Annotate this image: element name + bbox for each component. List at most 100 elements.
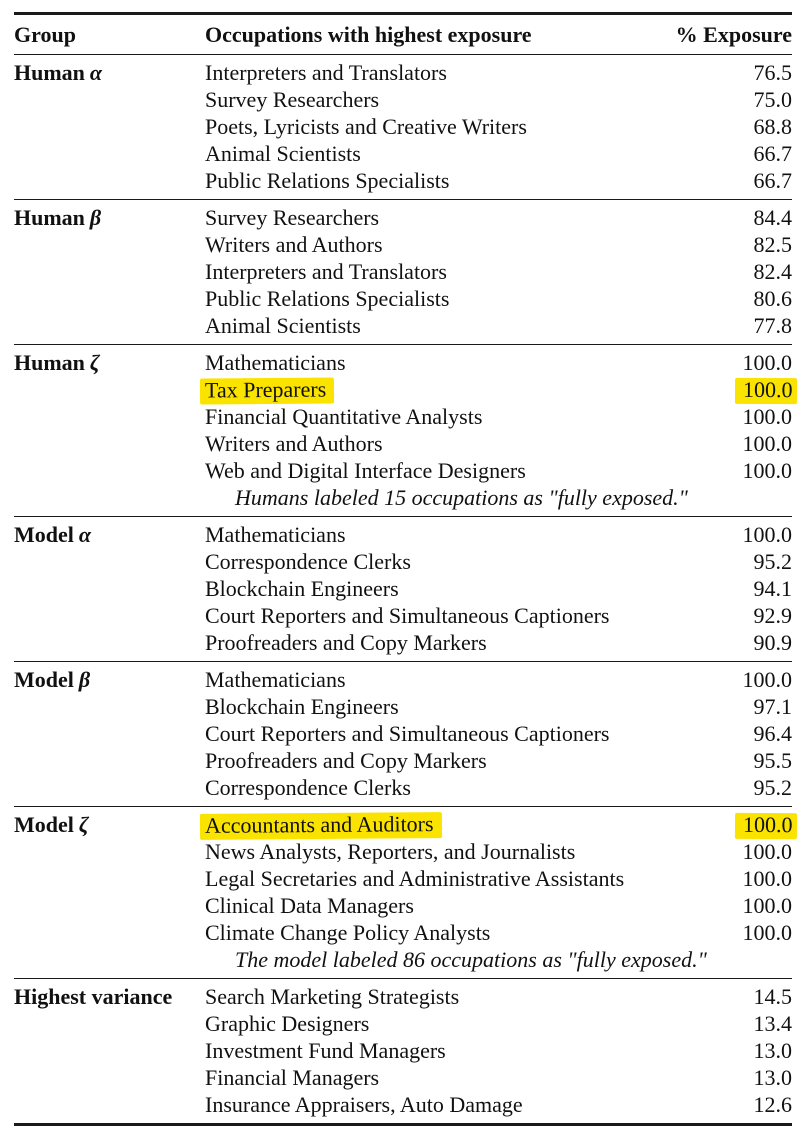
exposure-cell: 100.0 (742, 404, 793, 429)
exposure-cell: 14.5 (753, 984, 793, 1009)
occupation-cell: Correspondence Clerks (205, 549, 411, 574)
greek-symbol: ζ (78, 812, 89, 837)
exposure-cell: 13.0 (753, 1065, 793, 1090)
table-row: Proofreaders and Copy Markers 90.9 (14, 630, 792, 662)
exposure-cell: 100.0 (742, 920, 793, 945)
highlight-marker: 100.0 (734, 377, 797, 405)
highlight-marker: Tax Preparers (199, 377, 335, 405)
exposure-cell: 13.4 (753, 1011, 793, 1036)
exposure-cell: 13.0 (753, 1038, 793, 1063)
occupation-cell: Court Reporters and Simultaneous Caption… (205, 721, 610, 746)
exposure-cell: 77.8 (753, 313, 793, 338)
group-section-highest-variance: Highest variance Search Marketing Strate… (14, 978, 793, 1125)
table-row: Tax Preparers 100.0 (14, 377, 797, 405)
occupation-cell: News Analysts, Reporters, and Journalist… (205, 839, 576, 864)
occupation-cell: Writers and Authors (205, 431, 383, 456)
occupation-cell: Search Marketing Strategists (205, 984, 460, 1009)
table-row: Clinical Data Managers 100.0 (14, 893, 792, 920)
table-row: Public Relations Specialists 80.6 (14, 286, 792, 313)
occupation-cell: Mathematicians (205, 350, 346, 375)
exposure-cell: 12.6 (753, 1092, 793, 1117)
table-row: Blockchain Engineers 97.1 (14, 694, 792, 721)
exposure-cell: 100.0 (742, 866, 793, 891)
exposure-cell: 80.6 (753, 286, 793, 311)
occupation-cell: Financial Quantitative Analysts (205, 404, 483, 429)
group-label: Model β (14, 667, 91, 692)
column-header-occupation: Occupations with highest exposure (205, 13, 662, 55)
occupation-cell: Interpreters and Translators (205, 60, 447, 85)
occupation-cell: Financial Managers (205, 1065, 380, 1090)
table-row: News Analysts, Reporters, and Journalist… (14, 839, 792, 866)
occupation-cell: Clinical Data Managers (205, 893, 414, 918)
greek-symbol: α (89, 60, 103, 85)
exposure-cell: 84.4 (753, 205, 793, 230)
table-row: Writers and Authors 100.0 (14, 431, 792, 458)
group-note: The model labeled 86 occupations as "ful… (235, 947, 707, 972)
table-header: Group Occupations with highest exposure … (14, 13, 792, 55)
exposure-cell: 100.0 (742, 522, 793, 547)
table-row: Model β Mathematicians 100.0 (14, 662, 792, 694)
occupation-cell: Survey Researchers (205, 205, 380, 230)
occupation-cell: Animal Scientists (205, 313, 361, 338)
occupation-cell: Public Relations Specialists (205, 286, 450, 311)
table-row: Human α Interpreters and Translators 76.5 (14, 55, 792, 87)
exposure-cell: 95.5 (753, 748, 793, 773)
table-row: Insurance Appraisers, Auto Damage 12.6 (14, 1092, 792, 1125)
exposure-cell: 100.0 (662, 377, 797, 405)
table-row: Court Reporters and Simultaneous Caption… (14, 721, 792, 748)
greek-symbol: α (78, 522, 92, 547)
occupation-cell: Web and Digital Interface Designers (205, 458, 526, 483)
occupation-cell: Legal Secretaries and Administrative Ass… (205, 866, 625, 891)
table-note-row: The model labeled 86 occupations as "ful… (14, 947, 792, 979)
occupation-cell: Blockchain Engineers (205, 694, 399, 719)
occupation-cell: Court Reporters and Simultaneous Caption… (205, 603, 610, 628)
occupation-cell: Mathematicians (205, 522, 346, 547)
exposure-cell: 100.0 (742, 350, 793, 375)
group-section-human-alpha: Human α Interpreters and Translators 76.5… (14, 55, 792, 200)
highlight-marker: Accountants and Auditors (199, 811, 442, 840)
exposure-cell: 96.4 (753, 721, 793, 746)
exposure-cell: 97.1 (753, 694, 793, 719)
exposure-cell: 100.0 (742, 667, 793, 692)
occupation-cell: Proofreaders and Copy Markers (205, 748, 487, 773)
greek-symbol: β (89, 205, 102, 230)
table-row: Court Reporters and Simultaneous Caption… (14, 603, 792, 630)
occupation-cell: Poets, Lyricists and Creative Writers (205, 114, 527, 139)
occupation-cell: Public Relations Specialists (205, 168, 450, 193)
table-row: Correspondence Clerks 95.2 (14, 549, 792, 576)
occupation-cell: Writers and Authors (205, 232, 383, 257)
table-row: Human β Survey Researchers 84.4 (14, 200, 792, 232)
exposure-cell: 76.5 (753, 60, 793, 85)
table-row: Animal Scientists 66.7 (14, 141, 792, 168)
exposure-cell: 100.0 (742, 431, 793, 456)
table-row: Human ζ Mathematicians 100.0 (14, 345, 792, 377)
occupation-cell: Graphic Designers (205, 1011, 370, 1036)
occupation-cell: Animal Scientists (205, 141, 361, 166)
table-row: Interpreters and Translators 82.4 (14, 259, 792, 286)
table-row: Model ζ Accountants and Auditors 100.0 (14, 807, 797, 840)
exposure-cell: 68.8 (753, 114, 793, 139)
table-row: Financial Quantitative Analysts 100.0 (14, 404, 792, 431)
table-row: Graphic Designers 13.4 (14, 1011, 792, 1038)
occupation-cell: Climate Change Policy Analysts (205, 920, 491, 945)
table-row: Survey Researchers 75.0 (14, 87, 792, 114)
exposure-cell: 90.9 (753, 630, 793, 655)
exposure-cell: 100.0 (742, 458, 793, 483)
group-label: Human α (14, 60, 103, 85)
exposure-cell: 100.0 (742, 893, 793, 918)
table-row: Animal Scientists 77.8 (14, 313, 792, 345)
exposure-cell: 100.0 (662, 807, 797, 840)
group-label: Model α (14, 522, 92, 547)
group-section-model-alpha: Model α Mathematicians 100.0 Corresponden… (14, 516, 793, 662)
occupation-cell: Proofreaders and Copy Markers (205, 630, 487, 655)
table-row: Climate Change Policy Analysts 100.0 (14, 920, 792, 947)
group-label: Model ζ (14, 812, 89, 837)
greek-symbol: β (78, 667, 91, 692)
table-row: Legal Secretaries and Administrative Ass… (14, 866, 792, 893)
occupation-cell: Mathematicians (205, 667, 346, 692)
occupation-cell: Accountants and Auditors (199, 807, 662, 840)
table-row: Public Relations Specialists 66.7 (14, 168, 792, 200)
table-row: Financial Managers 13.0 (14, 1065, 792, 1092)
occupation-cell: Investment Fund Managers (205, 1038, 446, 1063)
